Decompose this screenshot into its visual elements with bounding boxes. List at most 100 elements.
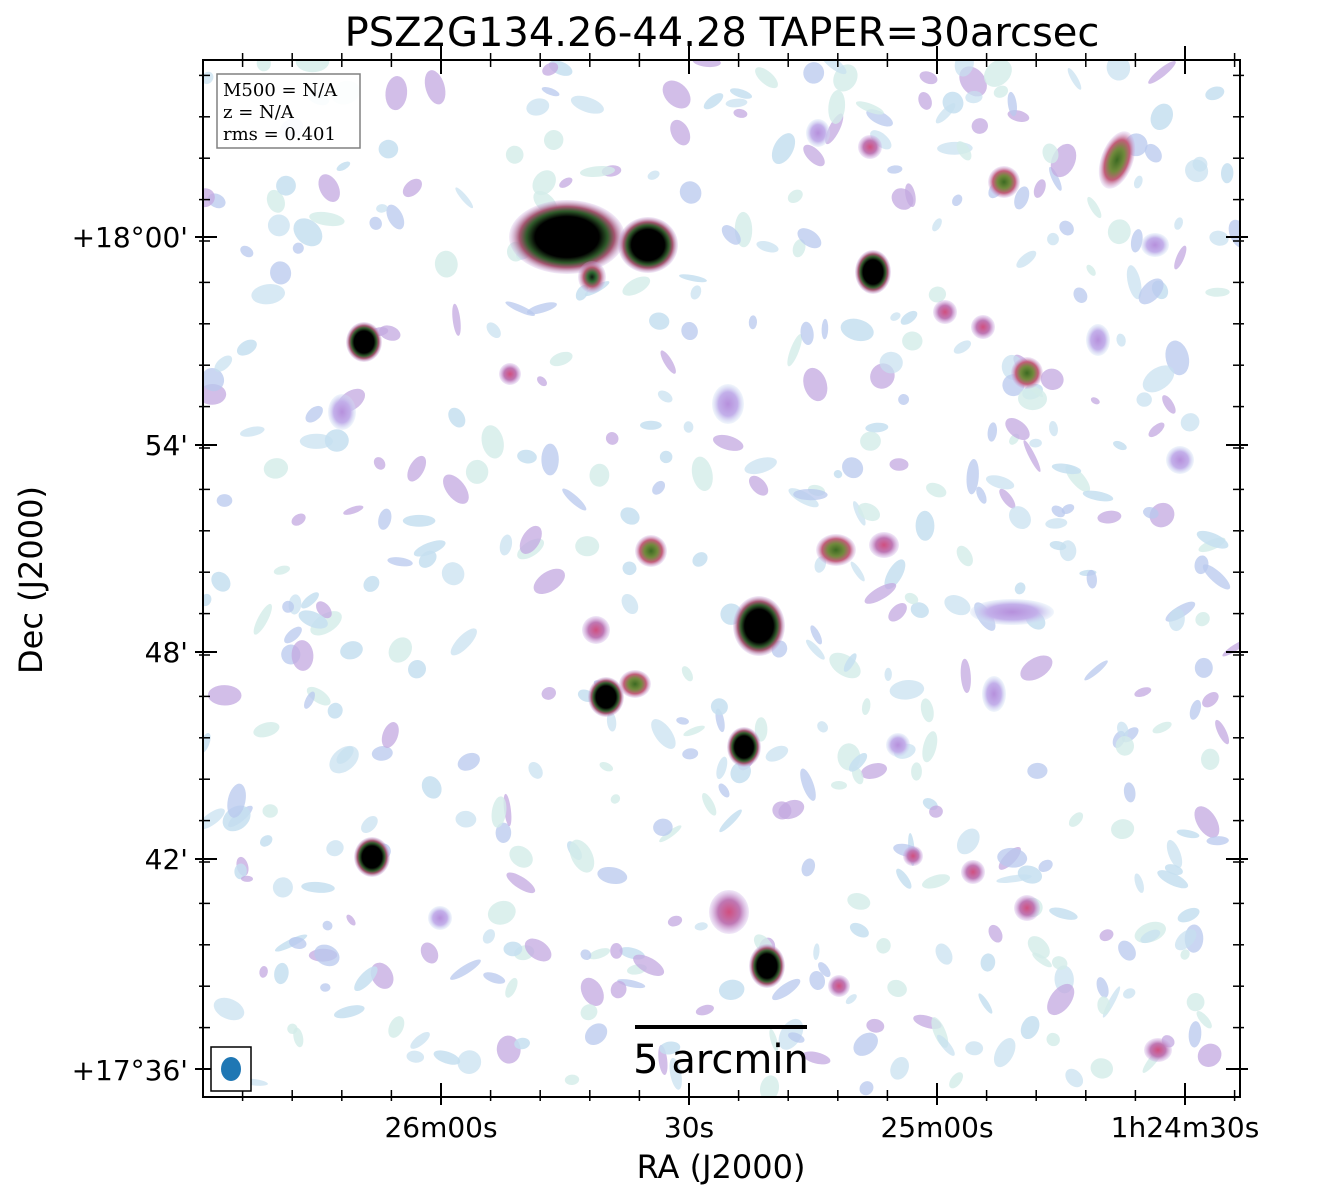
noise-blob (915, 510, 935, 541)
noise-blob (640, 420, 662, 430)
noise-blob (987, 422, 998, 442)
noise-blob (1205, 287, 1230, 297)
noise-blob (386, 204, 405, 230)
noise-blob (434, 250, 458, 278)
noise-blob (703, 93, 724, 110)
noise-blob (884, 559, 906, 590)
noise-blob (559, 177, 573, 188)
noise-blob (1061, 504, 1075, 515)
y-axis-label: Dec (J2000) (12, 486, 50, 674)
noise-blob (657, 390, 673, 403)
noise-blob (381, 722, 399, 748)
radio-source (858, 135, 882, 159)
noise-blob (904, 592, 919, 605)
noise-blob (588, 948, 611, 960)
noise-blob (1162, 395, 1176, 414)
noise-blob (928, 286, 947, 303)
x-tick-label: 1h24m30s (1111, 1111, 1260, 1144)
radio-source (749, 944, 785, 988)
noise-blob (935, 943, 953, 965)
noise-blob (965, 90, 983, 104)
noise-blob (718, 783, 730, 798)
noise-blob (1143, 507, 1159, 519)
noise-blob (843, 653, 857, 672)
noise-blob (956, 828, 980, 855)
noise-blob (842, 457, 864, 479)
noise-blob (301, 881, 335, 893)
noise-blob (725, 98, 748, 108)
noise-blob (803, 367, 828, 402)
noise-blob (528, 762, 543, 779)
noise-blob (304, 691, 315, 709)
noise-blob (719, 809, 742, 833)
noise-blob (369, 216, 382, 230)
x-tick-label: 25m00s (880, 1111, 993, 1144)
noise-blob (564, 1074, 580, 1086)
noise-blob (402, 514, 436, 527)
noise-blob (1123, 782, 1136, 803)
radio-source (619, 670, 651, 698)
noise-blob (1195, 611, 1210, 627)
radio-source (816, 534, 856, 566)
noise-blob (922, 874, 950, 889)
noise-blob (505, 301, 535, 316)
noise-blob (542, 62, 559, 76)
radio-source (1144, 1038, 1172, 1062)
noise-blob (1106, 60, 1131, 81)
noise-blob (1123, 988, 1136, 999)
noise-blob (519, 525, 542, 554)
noise-blob (676, 717, 689, 725)
noise-blob (983, 60, 1012, 87)
noise-blob (659, 825, 682, 843)
noise-blob (866, 1018, 885, 1033)
noise-blob (993, 1038, 1016, 1068)
noise-blob (978, 993, 993, 1014)
scale-bar: 5 arcmin (633, 1025, 809, 1083)
noise-blob (276, 175, 296, 196)
noise-blob (1042, 143, 1059, 164)
noise-blob (251, 284, 286, 305)
noise-blob (954, 60, 974, 77)
noise-blob (1045, 518, 1068, 529)
noise-blob (361, 816, 378, 833)
noise-blob (1046, 1032, 1060, 1047)
noise-blob (1033, 179, 1046, 198)
noise-blob (299, 433, 333, 449)
noise-blob (864, 583, 897, 604)
noise-blob (1206, 836, 1229, 846)
noise-blob (1082, 490, 1114, 502)
noise-blob (1118, 940, 1136, 961)
noise-blob (410, 1031, 430, 1049)
noise-blob (712, 434, 744, 451)
noise-blob (929, 805, 943, 818)
noise-blob (831, 780, 847, 790)
y-tick-labels: +18°00' 54' 48' 42' +17°36' (72, 221, 188, 1087)
noise-blob (667, 915, 683, 927)
info-redshift: z = N/A (223, 102, 295, 123)
noise-blob (622, 561, 637, 576)
radio-source (354, 837, 390, 877)
noise-blob (1177, 907, 1200, 923)
noise-blob (1202, 692, 1219, 708)
noise-blob (1018, 387, 1047, 411)
noise-blob (284, 626, 302, 644)
noise-blob (952, 194, 963, 207)
noise-blob (1200, 748, 1220, 771)
noise-blob (579, 166, 616, 177)
noise-blob (298, 610, 328, 629)
noise-blob (900, 310, 918, 325)
noise-blob (320, 983, 331, 992)
noise-blob (288, 937, 307, 949)
noise-blob (828, 90, 846, 124)
plot-title: PSZ2G134.26-44.28 TAPER=30arcsec (345, 10, 1100, 56)
noise-blob (1126, 265, 1142, 300)
noise-blob (718, 979, 745, 1000)
noise-blob (744, 457, 777, 475)
noise-blob (295, 60, 330, 73)
noise-blob (1068, 812, 1084, 827)
noise-blob (371, 746, 393, 761)
noise-blob (541, 86, 560, 97)
noise-blob (817, 721, 829, 733)
noise-blob (253, 603, 272, 635)
noise-blob (259, 966, 268, 978)
